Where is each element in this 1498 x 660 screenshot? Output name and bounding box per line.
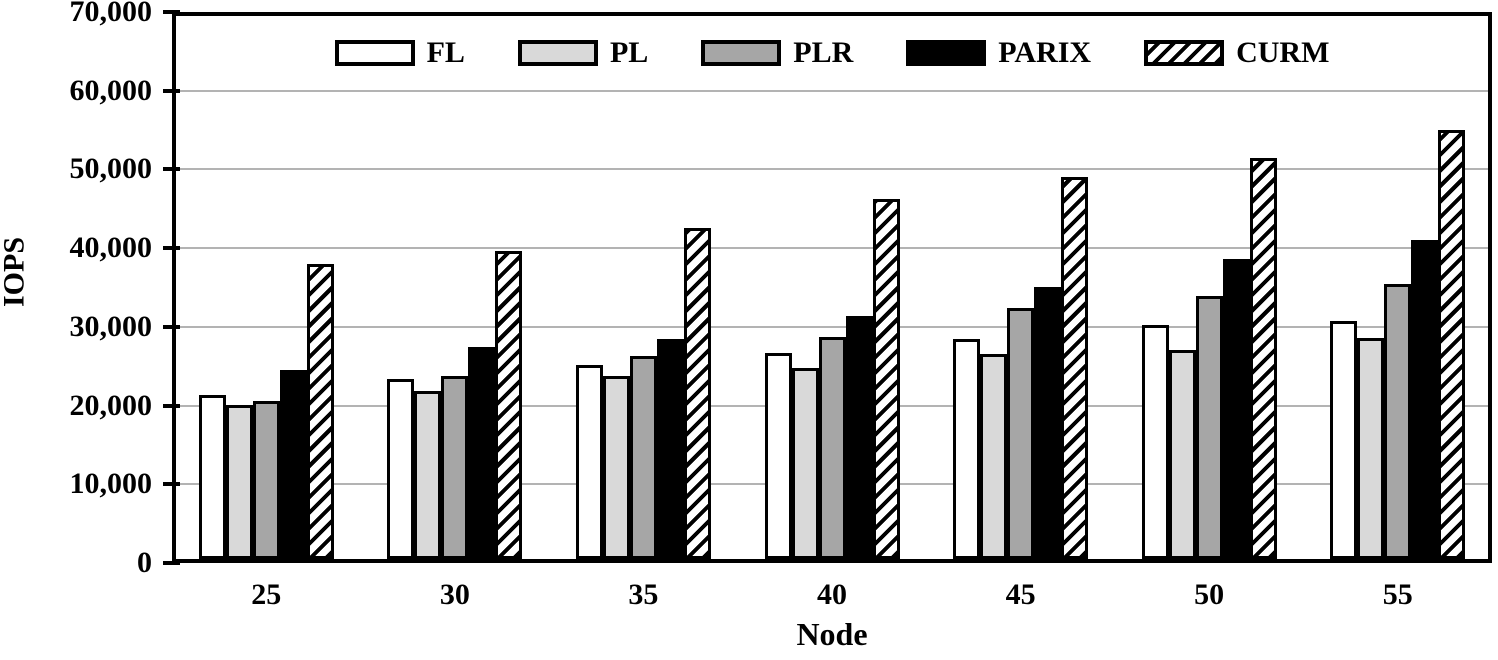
y-tick-mark: [163, 324, 180, 329]
x-tick-label: 30: [439, 578, 470, 611]
x-tick-label: 40: [817, 578, 847, 611]
y-tick-mark: [163, 482, 180, 487]
y-tick-label: 20,000: [69, 388, 153, 422]
y-tick-label: 10,000: [69, 467, 153, 501]
legend-item-curm: CURM: [1144, 38, 1329, 68]
bar-curm-30: [495, 251, 523, 559]
legend-label: PARIX: [998, 36, 1092, 69]
bar-curm-50: [1249, 158, 1277, 559]
legend-swatch-fl: [334, 40, 415, 66]
bar-parix-45: [1034, 287, 1062, 559]
bar-fl-45: [953, 339, 981, 559]
legend-swatch-plr: [701, 40, 782, 66]
y-tick-mark: [163, 167, 180, 172]
y-tick-label: 60,000: [69, 73, 153, 107]
bar-fl-35: [575, 365, 603, 559]
bar-group-25: [198, 264, 334, 559]
bar-plr-50: [1195, 296, 1223, 559]
y-tick-label: 50,000: [69, 152, 153, 186]
bar-pl-45: [980, 354, 1008, 559]
x-tick-label: 45: [1005, 578, 1036, 611]
legend-item-plr: PLR: [701, 38, 853, 68]
y-tick-mark: [163, 10, 180, 14]
bar-fl-55: [1330, 321, 1358, 559]
legend-item-pl: PL: [517, 36, 649, 69]
y-tick-mark: [163, 88, 180, 93]
bar-curm-40: [872, 199, 900, 559]
y-tick-label: 40,000: [69, 231, 153, 265]
bar-pl-30: [414, 391, 442, 559]
bar-curm-35: [683, 228, 711, 559]
bar-plr-55: [1384, 284, 1412, 559]
bar-parix-35: [656, 339, 684, 559]
y-tick-label: 0: [137, 546, 152, 579]
bar-plr-35: [629, 356, 657, 559]
y-tick-mark: [163, 246, 180, 251]
bar-group-55: [1330, 130, 1466, 559]
y-tick-label: 70,000: [69, 0, 153, 28]
legend-item-parix: PARIX: [906, 38, 1091, 68]
bar-group-45: [953, 177, 1089, 559]
legend-label: FL: [426, 36, 465, 69]
y-tick-mark: [163, 561, 180, 565]
bar-pl-40: [791, 368, 819, 559]
bar-plr-25: [252, 401, 280, 559]
gridline: [176, 168, 1488, 171]
bar-plr-30: [441, 376, 469, 559]
bar-fl-40: [764, 353, 792, 559]
bar-plr-40: [818, 337, 846, 559]
bar-parix-25: [279, 370, 307, 559]
bar-curm-55: [1438, 130, 1466, 559]
x-tick-label: 50: [1194, 578, 1225, 611]
bar-parix-30: [468, 347, 496, 559]
legend-swatch-pl: [517, 40, 598, 66]
y-tick-label: 30,000: [69, 309, 153, 343]
bar-parix-50: [1222, 259, 1250, 559]
bar-group-30: [387, 251, 523, 559]
legend-swatch-curm: [1144, 40, 1225, 66]
bar-parix-40: [845, 316, 873, 559]
bar-pl-50: [1168, 350, 1196, 559]
bar-pl-35: [602, 376, 630, 559]
y-tick-mark: [163, 403, 180, 408]
bar-pl-55: [1357, 338, 1385, 559]
legend-item-fl: FL: [334, 36, 465, 69]
bar-parix-55: [1411, 240, 1439, 559]
x-axis-title: Node: [796, 616, 868, 652]
legend: FL PL PLR PARIX CURM: [176, 38, 1488, 68]
bar-plr-45: [1007, 308, 1035, 559]
legend-label: PLR: [793, 36, 854, 69]
bar-fl-50: [1141, 325, 1169, 559]
gridline: [176, 89, 1488, 92]
x-tick-label: 55: [1382, 578, 1413, 611]
legend-label: CURM: [1236, 36, 1330, 69]
bar-group-35: [575, 228, 711, 559]
bar-pl-25: [225, 405, 253, 559]
legend-label: PL: [609, 36, 649, 69]
bar-curm-45: [1061, 177, 1089, 559]
legend-swatch-parix: [906, 40, 987, 66]
bar-curm-25: [306, 264, 334, 559]
gridline: [176, 247, 1488, 250]
bar-group-40: [764, 199, 900, 559]
gridline: [176, 325, 1488, 328]
plot-area: FL PL PLR PARIX CURM: [172, 12, 1492, 563]
bar-group-50: [1141, 158, 1277, 559]
bar-fl-25: [198, 395, 226, 559]
x-tick-label: 35: [628, 578, 659, 611]
bar-fl-30: [387, 379, 415, 559]
x-tick-label: 25: [251, 578, 282, 611]
